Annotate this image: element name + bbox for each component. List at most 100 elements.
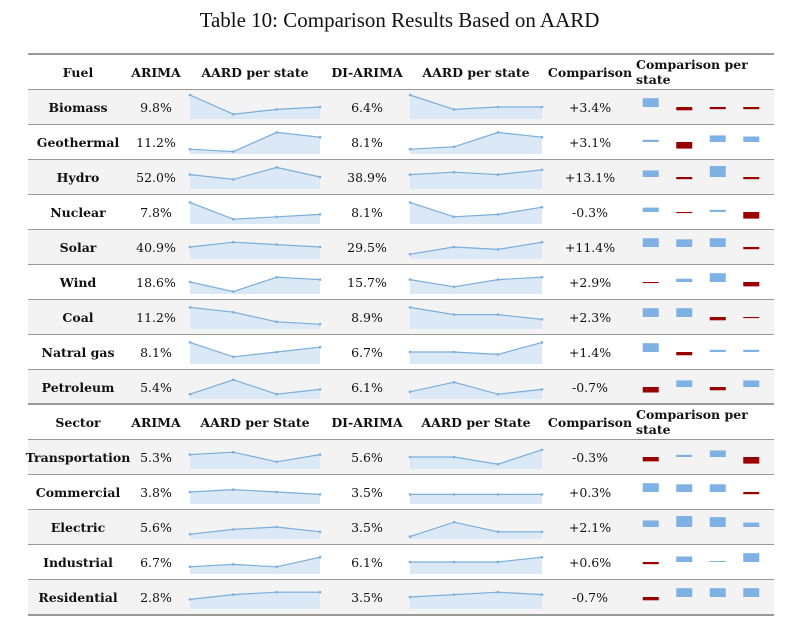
positive-bar [676, 556, 693, 562]
sparkline-point [408, 560, 412, 564]
comparison-value: +3.1% [568, 134, 612, 150]
di-arima-value: 5.6% [351, 449, 383, 465]
sparkline-line [409, 201, 543, 218]
sparkline-point [188, 453, 192, 456]
table-row: Industrial 6.7% 6.1% +0.6% [28, 545, 774, 579]
sparkline-point [188, 93, 192, 97]
comparison-bars [642, 308, 760, 321]
sparkline-point [452, 215, 456, 219]
negative-bar [642, 562, 659, 565]
row-name: Electric [50, 519, 106, 535]
sparkline-point [540, 448, 544, 452]
sparkline-area [190, 527, 320, 539]
comparison-value: +3.4% [568, 99, 612, 115]
sparkline-point [188, 147, 192, 151]
sparkline-line [409, 169, 543, 176]
sparkline-area [410, 449, 542, 469]
sparkline-point [496, 590, 500, 594]
sparkline-line [189, 341, 321, 358]
column-header: Comparison [547, 414, 633, 430]
table-row: Solar 40.9% 29.5% +11.4% [28, 230, 774, 264]
row-name: Industrial [43, 554, 113, 570]
negative-bar [676, 352, 693, 356]
sparkline-area [190, 202, 320, 224]
negative-bar [676, 177, 693, 180]
sparkline-point [452, 560, 456, 564]
row-rule [28, 334, 774, 335]
positive-bar [642, 483, 659, 492]
di-arima-value: 38.9% [347, 169, 387, 185]
sparkline-point [275, 243, 278, 246]
sparkline-area [190, 379, 320, 399]
sparkline-point [275, 392, 278, 396]
sparkline-line [189, 131, 321, 153]
sparkline-line [189, 166, 321, 181]
sparkline-point [232, 240, 235, 244]
sparkline-point [275, 525, 278, 529]
arima-sparkline [188, 201, 322, 224]
sparkline-area [190, 452, 320, 469]
positive-bar [709, 238, 726, 247]
row-rule [28, 264, 774, 265]
sparkline-line [189, 241, 321, 248]
column-header: Sector [55, 414, 101, 430]
sparkline-point [408, 535, 412, 538]
positive-bar [709, 450, 726, 457]
table-row: Nuclear 7.8% 8.1% -0.3% [28, 195, 774, 229]
positive-bar [743, 136, 760, 142]
sparkline-point [408, 595, 412, 599]
sparkline-area [410, 307, 542, 329]
sparkline-point [188, 598, 192, 601]
row-rule [28, 544, 774, 545]
table-row: Hydro 52.0% 38.9% +13.1% [28, 160, 774, 194]
row-rule [28, 509, 774, 510]
negative-bar [676, 212, 693, 214]
table-row: Natral gas 8.1% 6.7% +1.4% [28, 335, 774, 369]
positive-bar [709, 588, 726, 597]
sparkline-point [496, 131, 500, 134]
sparkline-line [189, 526, 321, 535]
sparkline-point [452, 380, 456, 384]
negative-bar [743, 317, 760, 319]
sparkline-point [275, 320, 278, 324]
sparkline-point [188, 201, 192, 204]
sparkline-point [452, 108, 456, 111]
column-header: AARD per State [421, 414, 531, 430]
arima-sparkline [188, 166, 322, 189]
sparkline-line [189, 379, 321, 395]
positive-bar [642, 343, 659, 352]
comparison-value: +0.3% [568, 484, 612, 500]
sparkline-point [408, 173, 412, 176]
sparkline-point [408, 455, 412, 459]
arima-value: 2.8% [140, 589, 172, 605]
sparkline-area [410, 202, 542, 224]
sparkline-point [188, 490, 192, 494]
sparkline-point [232, 310, 235, 314]
comparison-bars [642, 98, 760, 111]
positive-bar [676, 239, 693, 247]
row-name: Natral gas [41, 344, 115, 360]
sparkline-line [409, 591, 543, 598]
arima-sparkline [188, 341, 322, 364]
arima-value: 3.8% [140, 484, 172, 500]
positive-bar [642, 207, 659, 212]
positive-bar [676, 516, 693, 527]
column-header: AARD per state [422, 64, 530, 80]
column-header: AARD per state [201, 64, 309, 80]
di-arima-sparkline [408, 341, 544, 364]
table-caption: Table 10: Comparison Results Based on AA… [199, 8, 600, 32]
comparison-value: +0.6% [568, 554, 612, 570]
arima-sparkline [188, 488, 322, 504]
header-row: Sector ARIMA AARD per State DI-ARIMA AARD pe… [28, 405, 774, 439]
positive-bar [676, 380, 693, 387]
sparkline-point [318, 453, 322, 456]
comparison-bars [642, 588, 760, 601]
sparkline-point [275, 350, 278, 354]
negative-bar [642, 597, 659, 601]
sparkline-line [189, 201, 321, 220]
table-row: Biomass 9.8% 6.4% +3.4% [28, 90, 774, 124]
arima-sparkline [188, 275, 322, 294]
positive-bar [709, 273, 726, 282]
di-arima-value: 15.7% [347, 274, 387, 290]
sparkline-point [275, 108, 278, 111]
